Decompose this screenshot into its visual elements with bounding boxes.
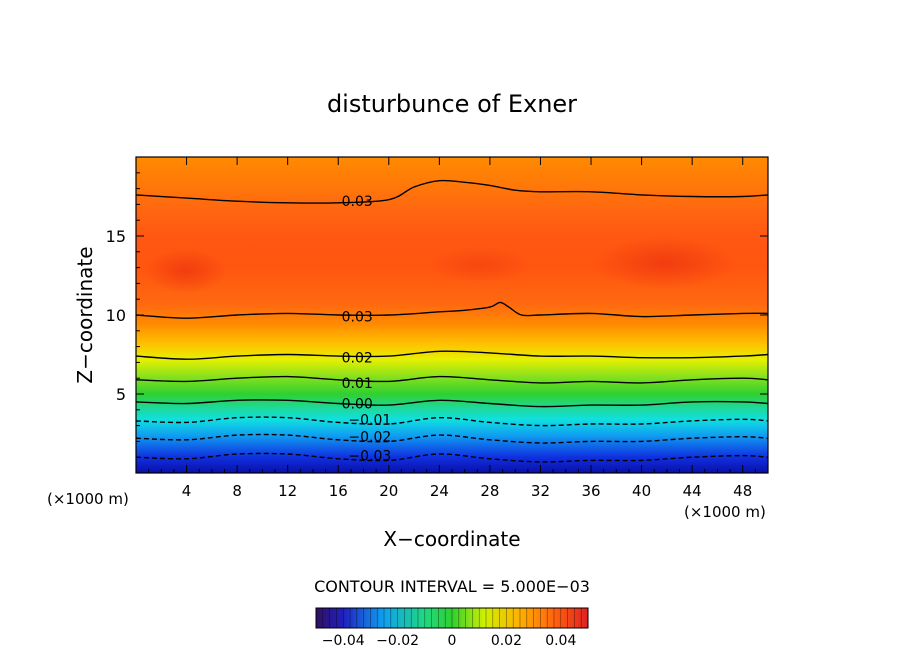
x-tick-label: 28 (480, 482, 499, 500)
contour-line-5 (136, 416, 768, 427)
y-tick-label: 5 (116, 385, 126, 404)
contour-label-7: −0.03 (348, 449, 391, 465)
x-tick-label: 16 (329, 482, 348, 500)
x-tick-label: 48 (733, 482, 752, 500)
colorbar-tick-label: −0.02 (376, 633, 419, 649)
x-tick-label: 44 (683, 482, 702, 500)
contour-line-0 (136, 179, 768, 204)
colorbar-tick-label: 0.02 (491, 633, 522, 649)
contour-label-0: 0.03 (342, 194, 373, 210)
y-unit-label: (×1000 m) (47, 490, 129, 508)
colorbar-tick-label: −0.04 (322, 633, 365, 649)
contour-line-3 (136, 375, 768, 384)
contour-label-2: 0.02 (342, 351, 373, 367)
contour-label-5: −0.01 (348, 412, 391, 428)
y-tick-label: 15 (106, 227, 126, 246)
contour-label-3: 0.01 (342, 376, 373, 392)
contour-field: 0.03 0.03 0.02 0.01 0.00−0.01 −0.02 −0.03 (136, 157, 768, 473)
contour-line-4 (136, 399, 768, 408)
contour-labels: 0.03 0.03 0.02 0.01 0.00−0.01 −0.02 −0.03 (342, 194, 392, 465)
x-tick-label: 32 (531, 482, 550, 500)
x-axis: 4 8 12 16 20 24 28 32 36 40 44 48 (148, 157, 756, 500)
y-tick-label: 10 (106, 306, 126, 325)
x-tick-label: 4 (182, 482, 192, 500)
x-tick-label: 12 (278, 482, 297, 500)
contour-line-1 (136, 301, 768, 319)
contour-line-6 (136, 433, 768, 444)
x-tick-label: 40 (632, 482, 651, 500)
chart-title: disturbunce of Exner (327, 90, 577, 118)
x-unit-label: (×1000 m) (684, 503, 766, 521)
contour-interval-text: CONTOUR INTERVAL = 5.000E−03 (314, 577, 590, 596)
colorbar: −0.04 −0.02 0 0.02 0.04 (315, 607, 589, 649)
x-axis-label: X−coordinate (383, 527, 520, 551)
contour-label-1: 0.03 (342, 310, 373, 326)
contour-line-7 (136, 452, 768, 463)
y-axis-label: Z−coordinate (73, 246, 97, 383)
colorbar-tick-label: 0 (448, 633, 457, 649)
y-axis: 5 10 15 (106, 172, 768, 458)
contour-lines (136, 179, 768, 463)
x-tick-label: 8 (232, 482, 242, 500)
contour-line-2 (136, 350, 768, 360)
colorbar-tick-label: 0.04 (545, 633, 576, 649)
contour-label-6: −0.02 (348, 430, 391, 446)
x-tick-label: 20 (379, 482, 398, 500)
x-tick-label: 24 (430, 482, 449, 500)
x-tick-label: 36 (581, 482, 600, 500)
contour-label-4: 0.00 (342, 396, 373, 412)
